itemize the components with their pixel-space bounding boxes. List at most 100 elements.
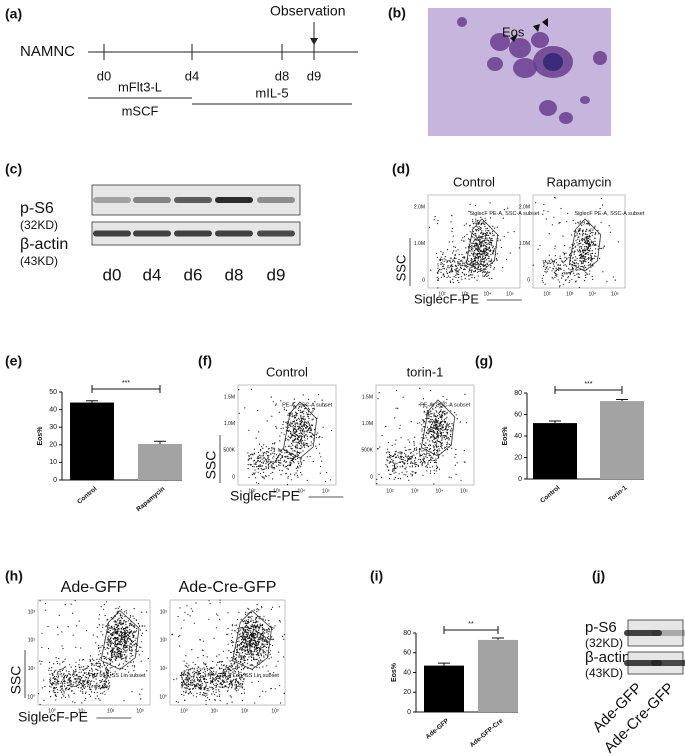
event-dot (115, 657, 117, 659)
event-dot (305, 430, 307, 432)
event-dot (436, 426, 438, 428)
event-dot (492, 230, 494, 232)
event-dot (187, 678, 189, 681)
cell (457, 17, 467, 27)
event-dot (258, 651, 260, 653)
event-dot (272, 463, 274, 465)
event-dot (595, 255, 597, 257)
event-dot (105, 601, 108, 603)
event-dot (385, 452, 388, 454)
event-dot (454, 253, 456, 256)
event-dot (109, 627, 111, 629)
event-dot (416, 448, 418, 450)
x-axis-label: SiglecF-PE (414, 291, 479, 306)
event-dot (429, 455, 432, 457)
event-dot (242, 673, 245, 676)
event-dot (59, 669, 61, 671)
event-dot (567, 276, 570, 278)
event-dot (49, 677, 51, 679)
event-dot (474, 264, 477, 266)
event-dot (101, 645, 103, 647)
event-dot (70, 681, 72, 683)
event-dot (308, 428, 310, 430)
event-dot (553, 197, 556, 199)
event-dot (204, 671, 206, 673)
event-dot (137, 650, 139, 652)
event-dot (82, 691, 84, 693)
event-dot (290, 446, 292, 448)
event-dot (294, 445, 296, 447)
event-dot (291, 459, 294, 461)
event-dot (90, 681, 92, 683)
event-dot (127, 630, 129, 632)
event-dot (78, 681, 80, 683)
event-dot (569, 269, 571, 271)
event-dot (111, 642, 113, 644)
event-dot (588, 245, 591, 247)
event-dot (86, 673, 88, 676)
event-dot (591, 231, 593, 234)
event-dot (177, 616, 179, 618)
event-dot (219, 602, 221, 604)
event-dot (280, 400, 282, 402)
event-dot (64, 696, 66, 699)
event-dot (408, 458, 410, 460)
event-dot (481, 258, 483, 260)
event-dot (436, 437, 438, 439)
event-dot (290, 421, 292, 423)
event-dot (435, 407, 437, 409)
event-dot (134, 666, 136, 668)
event-dot (473, 271, 475, 273)
event-dot (53, 671, 55, 673)
event-dot (544, 268, 546, 271)
event-dot (223, 675, 225, 677)
event-dot (411, 457, 413, 459)
event-dot (83, 659, 85, 661)
event-dot (480, 262, 482, 264)
event-dot (64, 658, 66, 660)
event-dot (577, 231, 580, 233)
event-dot (398, 461, 400, 463)
event-dot (235, 658, 237, 660)
factor-label: mSCF (122, 103, 159, 118)
event-dot (183, 672, 185, 674)
event-dot (470, 246, 472, 248)
event-dot (566, 257, 568, 259)
event-dot (434, 472, 436, 475)
event-dot (236, 645, 238, 647)
event-dot (586, 248, 589, 250)
event-dot (238, 683, 240, 685)
event-dot (181, 678, 183, 680)
event-dot (481, 254, 483, 256)
event-dot (253, 651, 255, 653)
event-dot (119, 606, 121, 608)
event-dot (565, 280, 567, 282)
event-dot (278, 411, 280, 413)
event-dot (185, 678, 187, 680)
event-dot (563, 283, 565, 285)
event-dot (391, 455, 393, 458)
event-dot (95, 686, 97, 688)
event-dot (555, 270, 558, 272)
event-dot (297, 451, 299, 454)
event-dot (486, 232, 488, 234)
event-dot (125, 645, 127, 647)
event-dot (212, 681, 214, 683)
event-dot (461, 239, 463, 241)
event-dot (460, 479, 462, 481)
event-dot (426, 448, 428, 450)
event-dot (131, 640, 133, 643)
event-dot (581, 263, 583, 265)
event-dot (442, 410, 444, 412)
event-dot (293, 420, 295, 422)
event-dot (446, 433, 448, 435)
event-dot (485, 254, 487, 256)
event-dot (121, 633, 123, 635)
event-dot (303, 410, 305, 412)
event-dot (488, 250, 490, 252)
event-dot (297, 435, 299, 437)
event-dot (123, 611, 126, 613)
event-dot (232, 668, 234, 670)
event-dot (309, 414, 311, 416)
event-dot (109, 667, 111, 669)
